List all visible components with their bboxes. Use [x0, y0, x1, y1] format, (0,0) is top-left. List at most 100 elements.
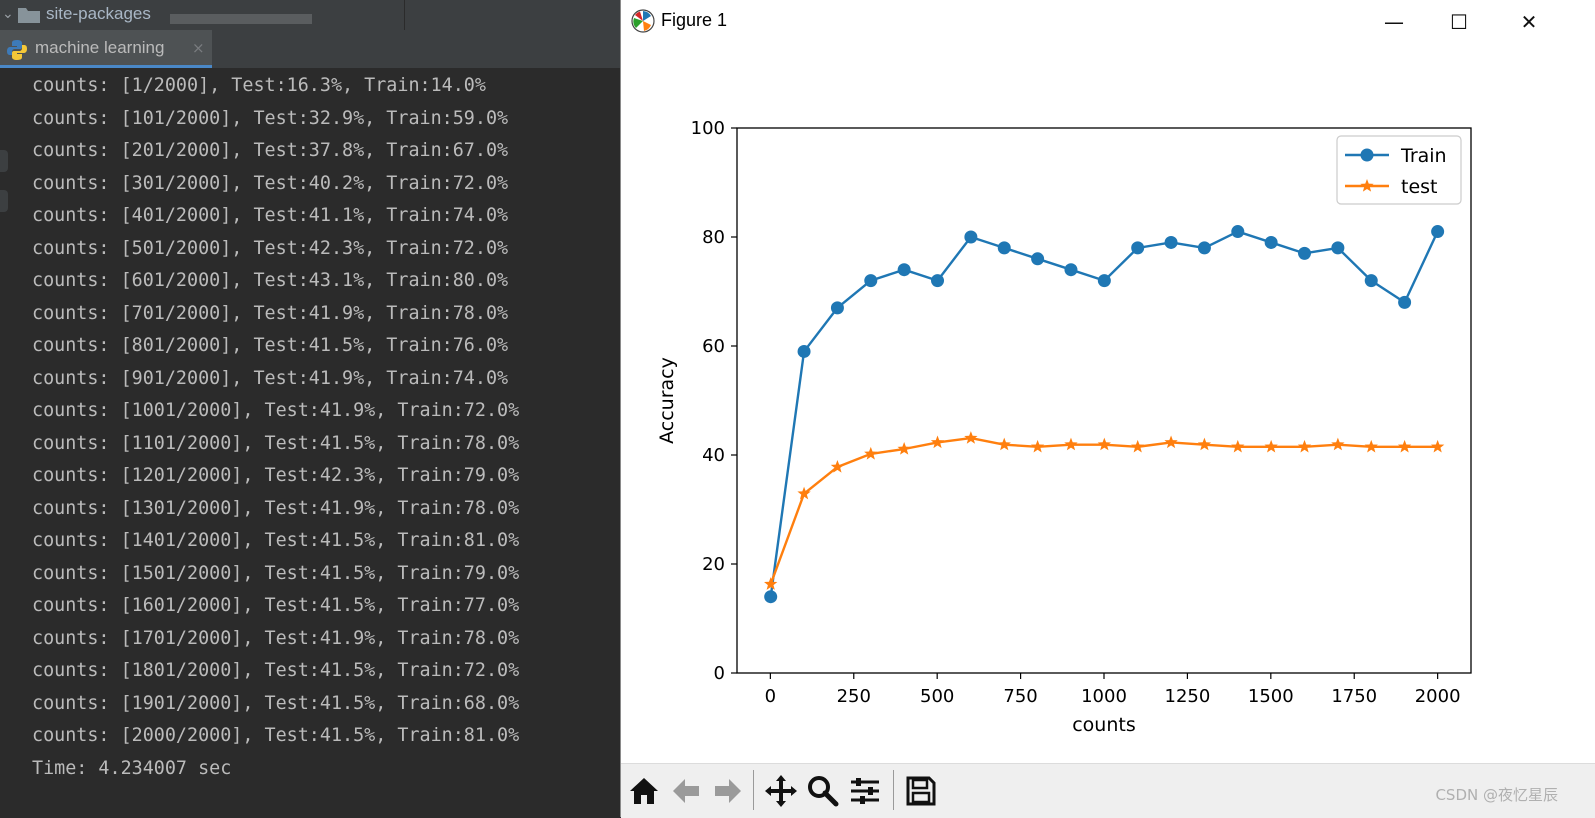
data-point-train[interactable]: [1298, 246, 1312, 260]
gutter-marker[interactable]: [0, 190, 8, 212]
legend-label: Train: [1400, 145, 1447, 167]
data-point-train[interactable]: [1331, 241, 1345, 255]
y-tick-label: 40: [702, 445, 725, 466]
data-point-train[interactable]: [1364, 274, 1378, 288]
data-point-train[interactable]: [1197, 241, 1211, 255]
data-point-train[interactable]: [1064, 263, 1078, 277]
data-point-test[interactable]: [1397, 439, 1412, 453]
y-axis-label: Accuracy: [656, 357, 678, 444]
x-tick-label: 1750: [1331, 686, 1377, 707]
console-line: counts: [401/2000], Test:41.1%, Train:74…: [32, 205, 509, 226]
tab-label: machine learning: [35, 38, 165, 57]
data-point-train[interactable]: [1231, 225, 1245, 239]
console-line: counts: [801/2000], Test:41.5%, Train:76…: [32, 335, 509, 356]
close-icon[interactable]: ×: [192, 39, 205, 57]
data-point-train[interactable]: [1031, 252, 1045, 266]
legend-marker: [1360, 148, 1374, 162]
gutter-marker[interactable]: [0, 150, 8, 172]
line-chart[interactable]: 0 250 500 750 1000 1250 1500 1750 2000 0 20 40 60 80 1…: [621, 42, 1595, 763]
project-tree-row[interactable]: ⌄ site-packages: [0, 0, 630, 30]
data-point-train[interactable]: [1131, 241, 1145, 255]
data-point-test[interactable]: [897, 442, 911, 455]
data-point-train[interactable]: [964, 230, 978, 244]
python-icon: [7, 40, 27, 60]
side-gutter: [0, 150, 10, 260]
console-line: counts: [1701/2000], Test:41.9%, Train:7…: [32, 627, 520, 649]
data-point-test[interactable]: [1064, 437, 1078, 451]
data-point-test[interactable]: [1097, 437, 1111, 451]
console-line: counts: [1001/2000], Test:41.9%, Train:7…: [32, 400, 520, 421]
data-point-test[interactable]: [1364, 439, 1378, 453]
console-line: counts: [701/2000], Test:41.9%, Train:78…: [32, 302, 509, 324]
data-point-test[interactable]: [997, 437, 1011, 451]
data-point-test[interactable]: [864, 446, 878, 460]
data-point-train[interactable]: [997, 241, 1011, 255]
data-point-test[interactable]: [1197, 437, 1212, 451]
data-point-train[interactable]: [897, 263, 911, 277]
y-tick-label: 100: [691, 118, 725, 139]
navigation-toolbar: CSDN @夜忆星辰: [621, 763, 1595, 818]
maximize-button[interactable]: ☐: [1450, 10, 1468, 34]
console-line: counts: [1801/2000], Test:41.5%, Train:7…: [32, 660, 520, 681]
plot-area: [736, 127, 1472, 674]
window-titlebar[interactable]: Figure 1 — ☐ ✕: [621, 0, 1595, 42]
data-point-train[interactable]: [1431, 225, 1445, 239]
data-point-train[interactable]: [1264, 235, 1278, 249]
data-point-train[interactable]: [830, 301, 844, 315]
back-icon[interactable]: [665, 770, 707, 812]
console-line: counts: [2000/2000], Test:41.5%, Train:8…: [32, 725, 520, 746]
chevron-down-icon[interactable]: ⌄: [2, 6, 14, 22]
legend-marker: [1360, 179, 1374, 192]
y-tick-label: 0: [714, 663, 725, 684]
data-point-test[interactable]: [764, 577, 778, 590]
x-tick-label: 1000: [1081, 686, 1127, 707]
toolbar-separator: [893, 770, 894, 810]
watermark: CSDN @夜忆星辰: [1435, 786, 1558, 804]
window-title: Figure 1: [661, 10, 728, 30]
data-point-train[interactable]: [1164, 235, 1178, 249]
data-point-train[interactable]: [1398, 295, 1412, 309]
data-point-train[interactable]: [931, 274, 945, 288]
forward-icon[interactable]: [707, 770, 749, 812]
data-point-train[interactable]: [797, 344, 811, 358]
console-line: counts: [1601/2000], Test:41.5%, Train:7…: [32, 595, 520, 616]
legend-label: test: [1401, 176, 1438, 198]
data-point-train[interactable]: [764, 590, 778, 604]
tab-machine-learning[interactable]: machine learning ×: [0, 30, 212, 68]
tree-scrollbar[interactable]: [170, 14, 312, 24]
home-icon[interactable]: [623, 770, 665, 812]
x-tick-label: 1250: [1165, 686, 1211, 707]
folder-icon: [18, 8, 40, 23]
data-point-test[interactable]: [830, 459, 845, 473]
configure-subplots-icon[interactable]: [844, 770, 886, 812]
data-point-test[interactable]: [1297, 439, 1312, 453]
data-point-test[interactable]: [1030, 439, 1045, 453]
close-button[interactable]: ✕: [1520, 10, 1538, 34]
data-point-train[interactable]: [1097, 274, 1111, 288]
data-point-test[interactable]: [1231, 439, 1245, 453]
y-tick-label: 80: [702, 227, 725, 248]
console-line: counts: [1/2000], Test:16.3%, Train:14.0…: [32, 75, 486, 96]
data-point-test[interactable]: [1331, 437, 1345, 451]
series-line-test: [769, 436, 1438, 585]
data-point-test[interactable]: [1430, 439, 1445, 453]
data-point-test[interactable]: [1264, 439, 1278, 453]
console-line: counts: [101/2000], Test:32.9%, Train:59…: [32, 107, 509, 129]
y-tick-label: 60: [702, 336, 725, 357]
data-point-test[interactable]: [1131, 439, 1145, 453]
x-tick-label: 500: [920, 686, 954, 707]
figure-window: Figure 1 — ☐ ✕ 0 250 500 750 1000 1250 1500 175…: [620, 0, 1595, 818]
x-tick-label: 0: [765, 686, 776, 707]
save-icon[interactable]: [900, 770, 942, 812]
zoom-icon[interactable]: [802, 770, 844, 812]
data-point-train[interactable]: [864, 274, 878, 288]
run-tab-bar: machine learning ×: [0, 30, 630, 69]
console-line: counts: [501/2000], Test:42.3%, Train:72…: [32, 237, 509, 259]
data-point-test[interactable]: [930, 435, 945, 449]
minimize-button[interactable]: —: [1384, 10, 1404, 34]
console-output[interactable]: counts: [1/2000], Test:16.3%, Train:14.0…: [0, 68, 630, 817]
data-point-test[interactable]: [964, 431, 978, 444]
pan-icon[interactable]: [760, 770, 802, 812]
data-point-test[interactable]: [797, 486, 811, 500]
data-point-test[interactable]: [1164, 435, 1178, 449]
